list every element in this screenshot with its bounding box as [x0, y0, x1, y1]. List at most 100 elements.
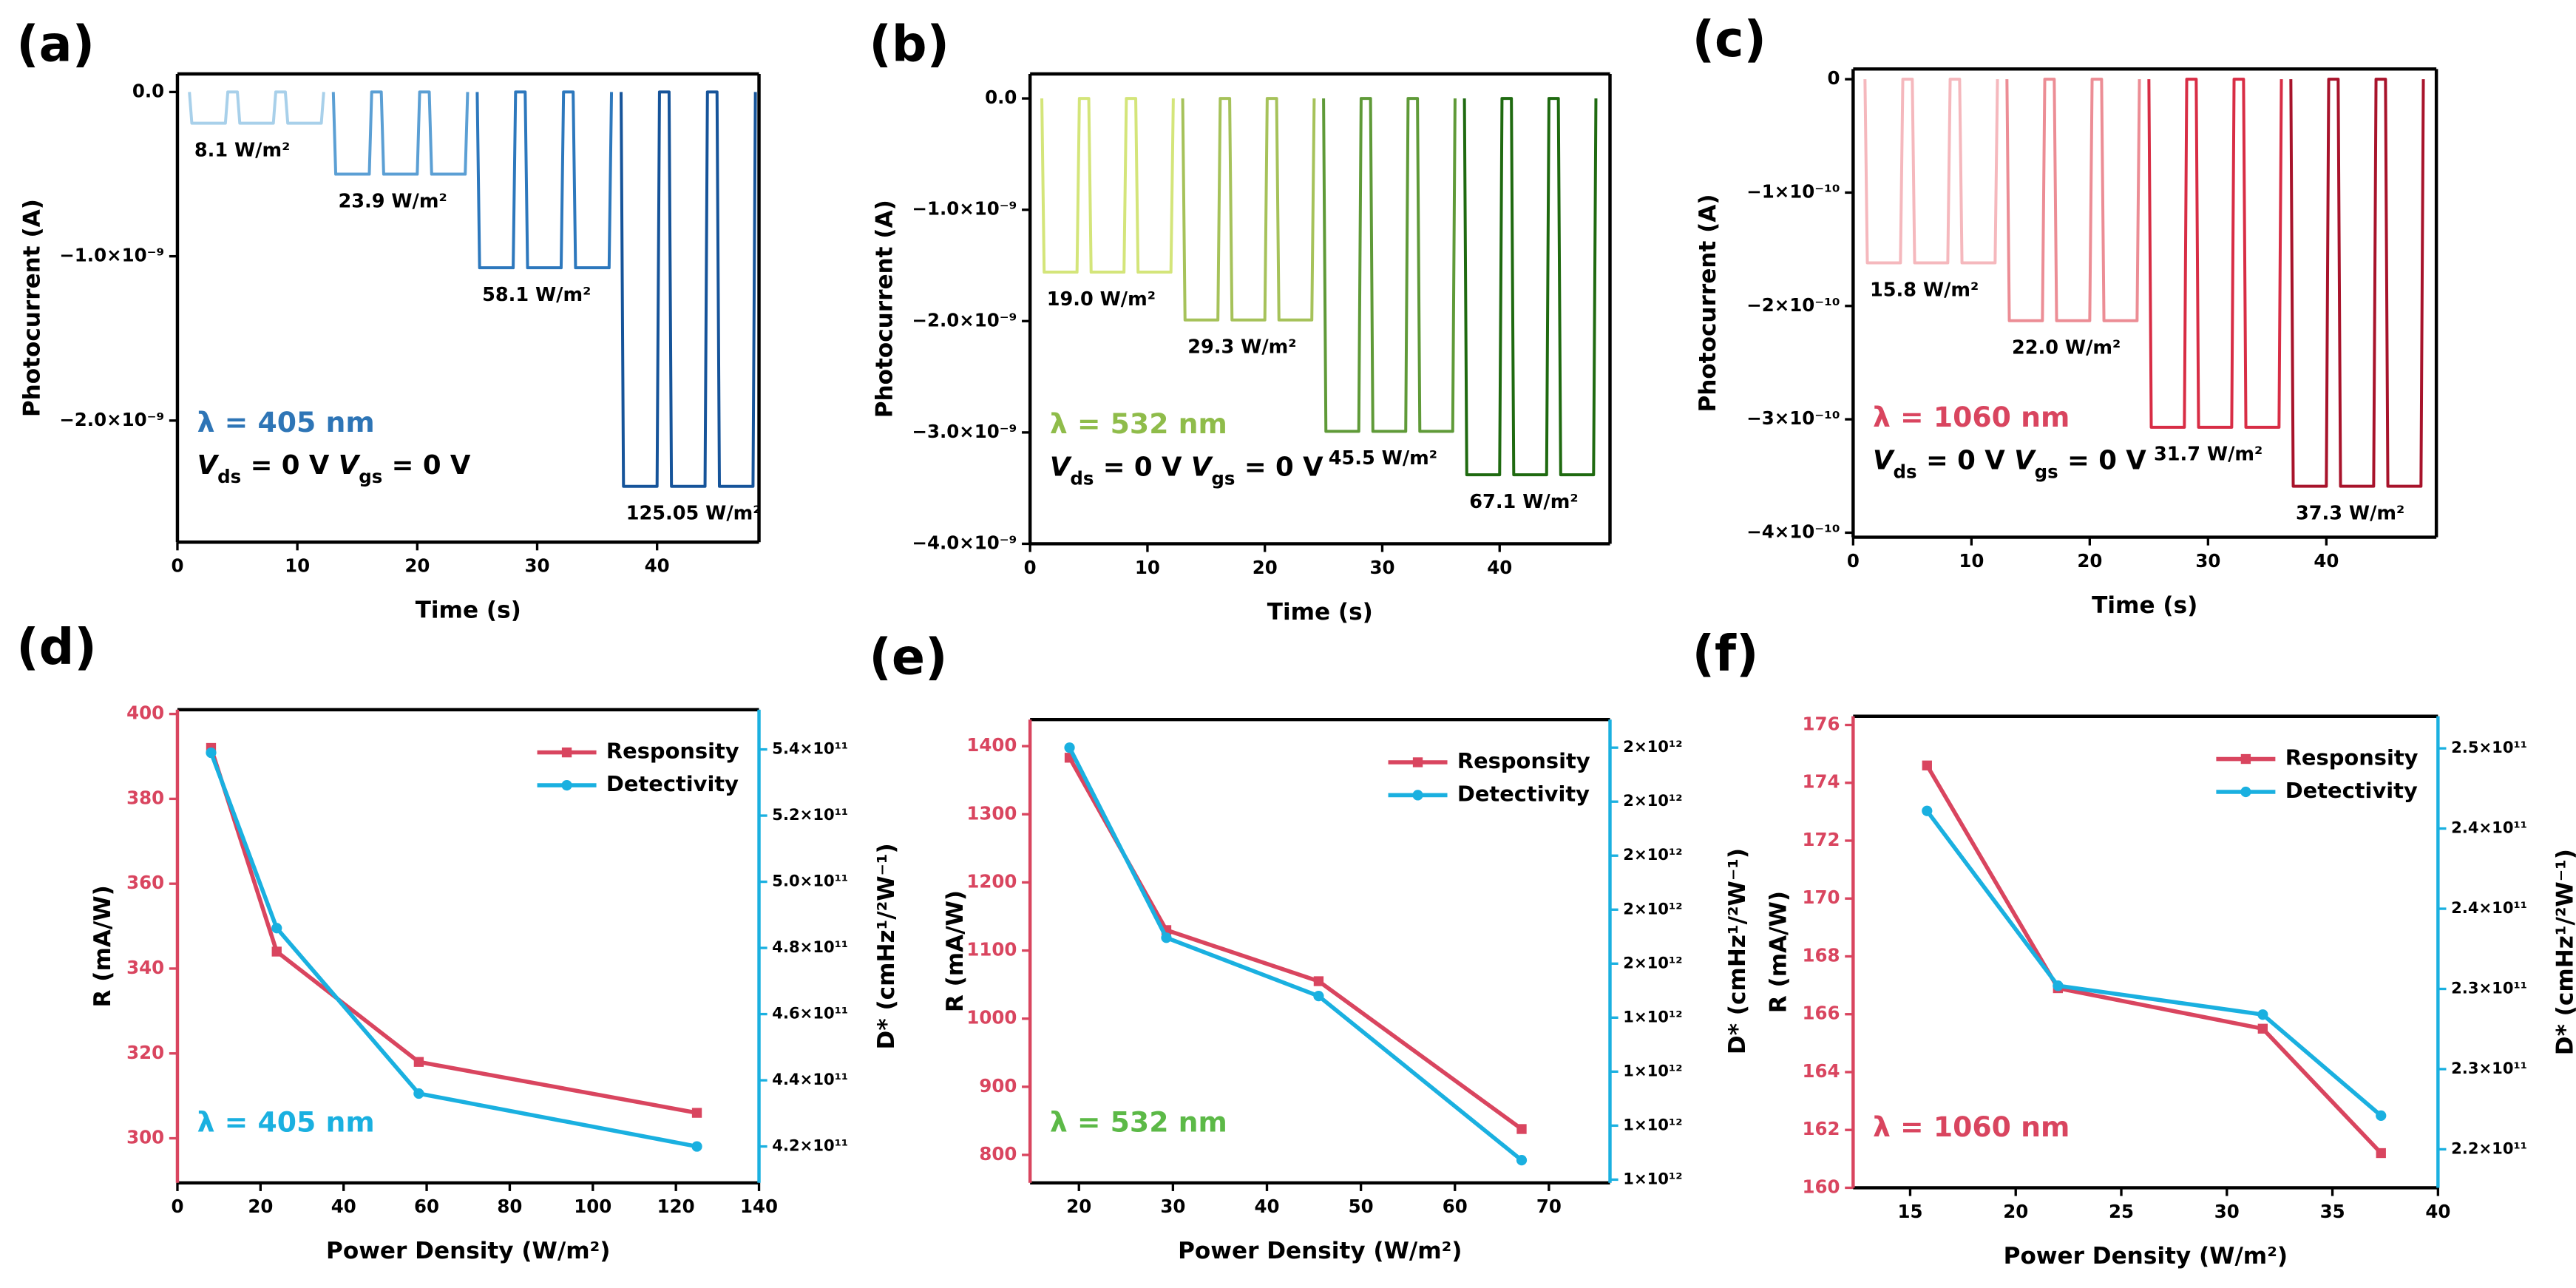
y-tick-label: 170 [1803, 887, 1840, 908]
y-tick-label: 800 [979, 1143, 1017, 1165]
series-line [1462, 97, 1598, 477]
annotation: λ = 405 nm [197, 1105, 375, 1138]
legend-label: Detectivity [606, 771, 739, 796]
x-tick-label: 40 [2425, 1201, 2450, 1222]
y2-tick-label: 1×10¹² [1623, 1007, 1682, 1026]
legend-marker [1412, 790, 1423, 801]
annotation: λ = 1060 nm [1873, 401, 2070, 433]
bias-part: = 0 V [1235, 452, 1323, 482]
y2-axis-label: D* (cmHz¹/²W⁻¹) [2552, 849, 2576, 1055]
x-axis-label: Power Density (W/m²) [2004, 1243, 2288, 1270]
y-tick-label: 340 [126, 957, 164, 978]
x-tick-label: 10 [1959, 550, 1984, 572]
y2-tick-label: 5.4×10¹¹ [772, 739, 848, 758]
series-line [331, 90, 470, 176]
y-tick-label: 162 [1803, 1118, 1840, 1139]
bias-part: gs [1211, 467, 1235, 489]
legend-label: Detectivity [2285, 778, 2418, 803]
series-label: 29.3 W/m² [1187, 336, 1296, 359]
y-axis-label: R (mA/W) [89, 885, 116, 1007]
x-tick-label: 15 [1897, 1201, 1922, 1222]
marker [413, 1057, 424, 1067]
x-tick-label: 80 [497, 1196, 522, 1217]
marker [691, 1141, 702, 1152]
marker [2376, 1110, 2387, 1121]
y-tick-label: 380 [126, 787, 164, 808]
series-line [1040, 97, 1175, 274]
bias-part: = 0 V [241, 450, 339, 481]
legend-marker [2240, 753, 2251, 765]
panel-label: (e) [869, 628, 947, 685]
bias-annotation: Vds = 0 V Vgs = 0 V [197, 450, 471, 487]
y-tick-label: 160 [1803, 1176, 1840, 1197]
series-label: 37.3 W/m² [2296, 502, 2404, 524]
x-tick-label: 35 [2320, 1201, 2345, 1222]
marker [1922, 760, 1932, 770]
marker [1064, 742, 1075, 753]
y2-tick-label: 2.5×10¹¹ [2451, 738, 2527, 756]
bias-part: ds [217, 466, 241, 487]
y-axis-label: Photocurrent (A) [872, 200, 898, 418]
legend-marker [561, 747, 572, 758]
series-line [1925, 810, 2383, 1117]
panel-label: (f) [1692, 625, 1759, 682]
series-label: 45.5 W/m² [1329, 447, 1437, 470]
series-line [2289, 78, 2425, 488]
marker [413, 1088, 424, 1099]
y-tick-label: −2.0×10⁻⁹ [912, 309, 1017, 331]
x-tick-label: 40 [1487, 557, 1512, 578]
bias-part: = 0 V [2058, 445, 2147, 475]
y2-tick-label: 1×10¹² [1623, 1115, 1682, 1133]
x-tick-label: 30 [2195, 550, 2220, 572]
bias-part: gs [359, 466, 382, 487]
x-tick-label: 30 [524, 555, 549, 577]
x-tick-label: 40 [331, 1196, 356, 1217]
y2-tick-label: 2×10¹² [1623, 791, 1682, 810]
series-line [1925, 764, 2383, 1155]
y2-tick-label: 4.2×10¹¹ [772, 1136, 848, 1155]
panel: (f) 15 20 25 30 35 40 Power Density (W/m²) 160 16… [1692, 625, 2576, 1270]
annotation: λ = 532 nm [1050, 1105, 1227, 1138]
bias-annotation: Vds = 0 V Vgs = 0 V [1050, 452, 1323, 489]
y2-tick-label: 2.3×10¹¹ [2451, 979, 2527, 997]
y2-tick-label: 1×10¹² [1623, 1169, 1682, 1187]
panel-label: (d) [16, 618, 97, 676]
y-tick-label: 400 [126, 702, 164, 724]
y-tick-label: −1×10⁻¹⁰ [1746, 180, 1840, 202]
y-tick-label: 1000 [966, 1007, 1017, 1028]
bias-part: V [197, 450, 220, 481]
bias-part: V [1191, 452, 1213, 482]
y-tick-label: 0.0 [132, 80, 164, 101]
y-tick-label: 0 [1828, 67, 1840, 89]
series-line [1863, 78, 1999, 265]
x-tick-label: 60 [1443, 1196, 1468, 1217]
y2-tick-label: 4.8×10¹¹ [772, 938, 848, 956]
x-tick-label: 30 [1160, 1196, 1185, 1217]
marker [2053, 980, 2064, 992]
x-axis-label: Time (s) [416, 597, 521, 624]
x-axis-label: Time (s) [1267, 599, 1373, 626]
x-tick-label: 0 [171, 1196, 183, 1217]
y-axis-label: R (mA/W) [1765, 891, 1792, 1013]
y-tick-label: 360 [126, 872, 164, 893]
y2-tick-label: 5.2×10¹¹ [772, 805, 848, 824]
x-tick-label: 60 [414, 1196, 439, 1217]
legend-label: Detectivity [1457, 781, 1590, 806]
bias-part: = 0 V [1917, 445, 2015, 475]
y2-tick-label: 4.4×10¹¹ [772, 1070, 848, 1088]
series-label: 8.1 W/m² [194, 139, 290, 161]
y-tick-label: −1.0×10⁻⁹ [59, 245, 164, 266]
bias-part: V [339, 450, 361, 481]
series-label: 31.7 W/m² [2154, 444, 2263, 466]
series-line [2005, 78, 2141, 322]
panel: (c) 0 10 20 30 40 Time (s) 0 −1×10⁻¹⁰ −2×10⁻¹⁰ −3×… [1692, 10, 2438, 619]
y-tick-label: 164 [1803, 1060, 1840, 1082]
series-line [209, 747, 698, 1115]
marker [206, 747, 217, 759]
y-tick-label: 1400 [966, 734, 1017, 756]
x-tick-label: 20 [1253, 557, 1278, 578]
y-axis-label: Photocurrent (A) [1695, 194, 1721, 412]
y-tick-label: 320 [126, 1042, 164, 1063]
x-tick-label: 0 [1024, 557, 1037, 578]
x-tick-label: 70 [1536, 1196, 1562, 1217]
